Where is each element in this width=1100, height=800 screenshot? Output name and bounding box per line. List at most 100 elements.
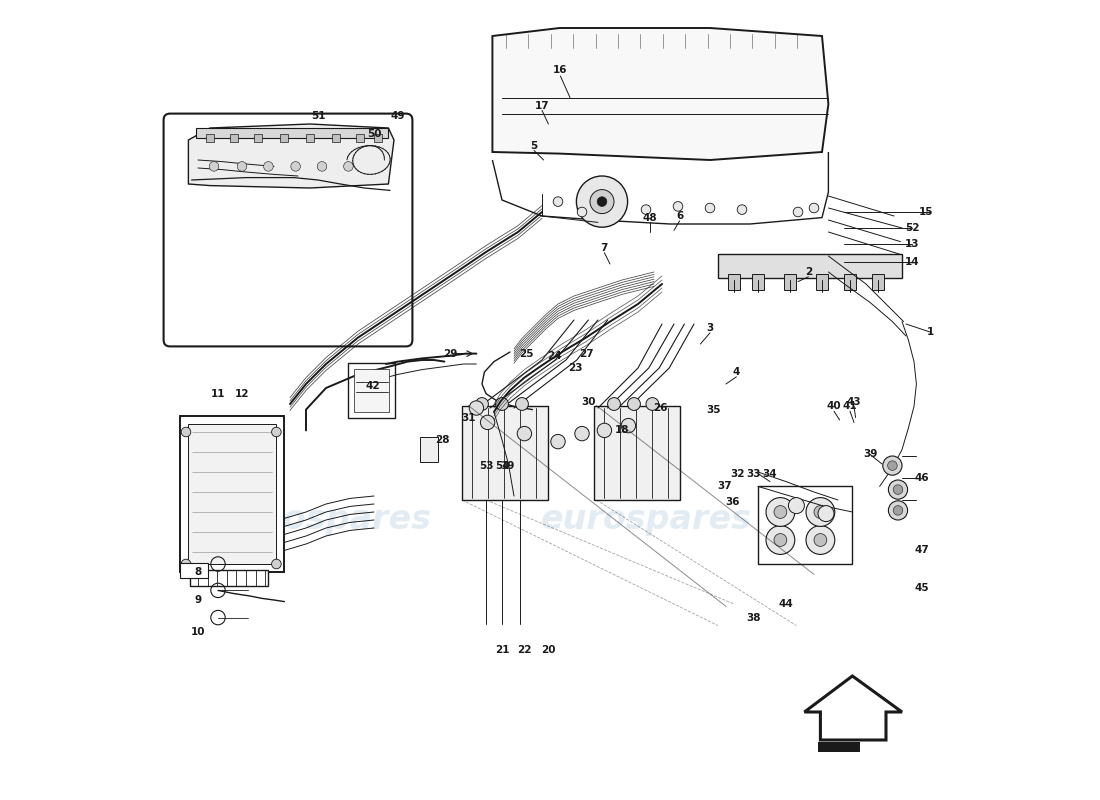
Text: 48: 48 xyxy=(642,213,658,222)
Text: 43: 43 xyxy=(847,397,861,406)
Circle shape xyxy=(475,398,488,410)
Circle shape xyxy=(551,434,565,449)
Circle shape xyxy=(578,207,586,217)
Text: 29: 29 xyxy=(443,349,458,358)
Circle shape xyxy=(264,162,273,171)
Text: eurospares: eurospares xyxy=(540,503,751,537)
Bar xyxy=(594,406,681,500)
Circle shape xyxy=(893,485,903,494)
Polygon shape xyxy=(804,676,902,740)
Circle shape xyxy=(814,506,827,518)
Bar xyxy=(188,424,276,564)
Bar xyxy=(349,363,395,418)
Bar xyxy=(354,369,389,412)
Text: 9: 9 xyxy=(195,595,201,605)
Text: 20: 20 xyxy=(541,645,556,654)
Text: 24: 24 xyxy=(547,351,561,361)
Text: 28: 28 xyxy=(434,435,449,445)
Bar xyxy=(355,134,364,142)
Circle shape xyxy=(209,162,219,171)
Text: 2: 2 xyxy=(805,267,812,277)
Bar xyxy=(180,416,285,572)
Circle shape xyxy=(621,418,636,433)
Text: 34: 34 xyxy=(762,469,778,478)
Circle shape xyxy=(766,498,795,526)
Circle shape xyxy=(496,398,508,410)
Text: 32: 32 xyxy=(730,469,746,478)
Text: 53: 53 xyxy=(478,461,493,470)
Circle shape xyxy=(272,427,282,437)
Circle shape xyxy=(628,398,640,410)
Text: 50: 50 xyxy=(366,130,382,139)
Circle shape xyxy=(888,461,898,470)
Text: 19: 19 xyxy=(502,461,516,470)
Text: 5: 5 xyxy=(530,141,538,150)
Circle shape xyxy=(470,401,484,415)
Circle shape xyxy=(575,426,590,441)
Text: 1: 1 xyxy=(926,327,934,337)
Circle shape xyxy=(810,203,818,213)
Circle shape xyxy=(576,176,628,227)
Text: 14: 14 xyxy=(905,258,920,267)
Bar xyxy=(230,134,238,142)
Text: 12: 12 xyxy=(234,389,250,398)
Circle shape xyxy=(883,456,902,475)
Text: 30: 30 xyxy=(581,397,596,406)
Circle shape xyxy=(889,480,908,499)
Text: 18: 18 xyxy=(615,426,629,435)
Text: eurospares: eurospares xyxy=(220,503,431,537)
Bar xyxy=(374,134,382,142)
Circle shape xyxy=(774,506,786,518)
Circle shape xyxy=(818,506,834,522)
Bar xyxy=(280,134,288,142)
Text: 11: 11 xyxy=(211,389,226,398)
Bar xyxy=(784,274,795,290)
Text: 38: 38 xyxy=(747,613,761,622)
Circle shape xyxy=(793,207,803,217)
Text: 49: 49 xyxy=(390,111,405,121)
Text: 21: 21 xyxy=(495,645,509,654)
Text: 47: 47 xyxy=(914,546,929,555)
Bar xyxy=(197,128,388,138)
Circle shape xyxy=(705,203,715,213)
Bar xyxy=(818,742,859,752)
Bar xyxy=(718,254,902,278)
Circle shape xyxy=(673,202,683,211)
Circle shape xyxy=(597,423,612,438)
Bar xyxy=(758,486,852,564)
Circle shape xyxy=(343,162,353,171)
Circle shape xyxy=(646,398,659,410)
Circle shape xyxy=(766,526,795,554)
Bar xyxy=(845,274,856,290)
Polygon shape xyxy=(493,28,828,160)
Text: 44: 44 xyxy=(779,599,793,609)
Bar xyxy=(331,134,340,142)
Text: 40: 40 xyxy=(827,402,842,411)
Text: 46: 46 xyxy=(915,474,930,483)
Text: 15: 15 xyxy=(918,207,933,217)
Text: 33: 33 xyxy=(747,469,761,478)
Text: 37: 37 xyxy=(717,482,732,491)
Text: 36: 36 xyxy=(725,498,739,507)
Polygon shape xyxy=(188,124,394,188)
Circle shape xyxy=(607,398,620,410)
Text: 27: 27 xyxy=(579,349,593,358)
Bar xyxy=(728,274,739,290)
Circle shape xyxy=(290,162,300,171)
Circle shape xyxy=(590,190,614,214)
Circle shape xyxy=(238,162,246,171)
Text: 42: 42 xyxy=(365,381,380,390)
Text: 23: 23 xyxy=(569,363,583,373)
Text: 26: 26 xyxy=(653,403,668,413)
Text: 51: 51 xyxy=(310,111,326,121)
Text: 52: 52 xyxy=(905,223,920,233)
Text: 3: 3 xyxy=(706,323,714,333)
Text: 22: 22 xyxy=(517,645,531,654)
Circle shape xyxy=(481,415,495,430)
Text: 35: 35 xyxy=(706,405,722,414)
Bar xyxy=(206,134,214,142)
Bar xyxy=(254,134,262,142)
Text: 17: 17 xyxy=(535,101,549,110)
Circle shape xyxy=(814,534,827,546)
Text: 25: 25 xyxy=(519,349,534,358)
